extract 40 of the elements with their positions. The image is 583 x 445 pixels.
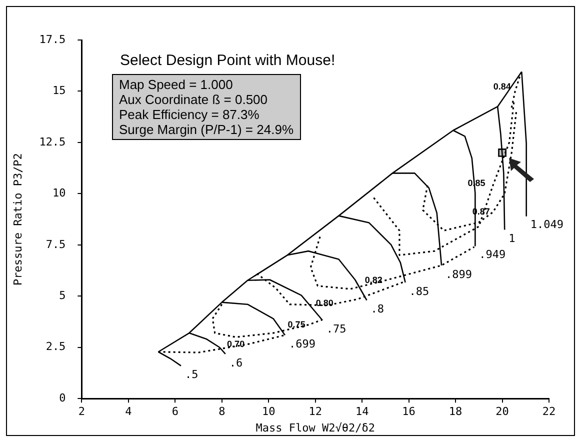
x-tick-label: 2: [78, 405, 86, 418]
series-label: 1.049: [530, 218, 564, 232]
x-tick-label: 16: [402, 405, 416, 418]
series-label: .75: [326, 322, 346, 336]
x-tick-label: 8: [218, 405, 226, 418]
y-tick-label: 2.5: [46, 340, 66, 354]
series-label: .899: [446, 268, 472, 281]
y-tick-label: 5: [59, 289, 66, 302]
series-label: .8: [370, 302, 384, 316]
y-tick-label: 15: [52, 84, 66, 98]
y-tick-label: 0: [59, 391, 66, 404]
y-tick-label: 12.5: [39, 135, 66, 148]
y-tick-label: 17.5: [39, 32, 66, 46]
text: Select Design Point with Mouse!: [120, 52, 336, 69]
y-tick-label: 7.5: [46, 238, 66, 251]
annotation: 0.70: [227, 338, 245, 349]
x-tick-label: 6: [172, 405, 178, 418]
series-label: .6: [229, 356, 243, 370]
x-tick-label: 22: [542, 405, 556, 418]
annotation: Aux Coordinate ß = 0.500: [119, 92, 269, 107]
y-tick-label: 10: [52, 186, 66, 200]
y-axis-title: Pressure Ratio P3/P2: [11, 153, 24, 286]
x-tick-label: 14: [355, 405, 370, 418]
annotation: Map Speed = 1.000: [119, 77, 234, 92]
annotation: Surge Margin (P/P-1) = 24.9%: [119, 122, 294, 137]
annotation: Peak Efficiency = 87.3%: [119, 107, 260, 122]
x-tick-label: 10: [262, 405, 276, 418]
x-axis-title: Mass Flow W2√θ2/δ2: [256, 421, 375, 434]
series-label: 1: [508, 232, 516, 246]
x-tick-label: 4: [125, 405, 132, 418]
series-label: .5: [184, 368, 198, 382]
series-label: .949: [479, 248, 506, 262]
annotation: 0.82: [364, 274, 382, 285]
x-tick-label: 18: [448, 405, 462, 418]
annotation: 0.75: [288, 319, 306, 330]
annotation: 0.84: [493, 82, 511, 92]
x-tick-label: 12: [308, 405, 322, 418]
x-tick-label: 20: [496, 405, 509, 418]
series-label: .699: [288, 337, 316, 350]
series-label: .85: [409, 284, 430, 298]
